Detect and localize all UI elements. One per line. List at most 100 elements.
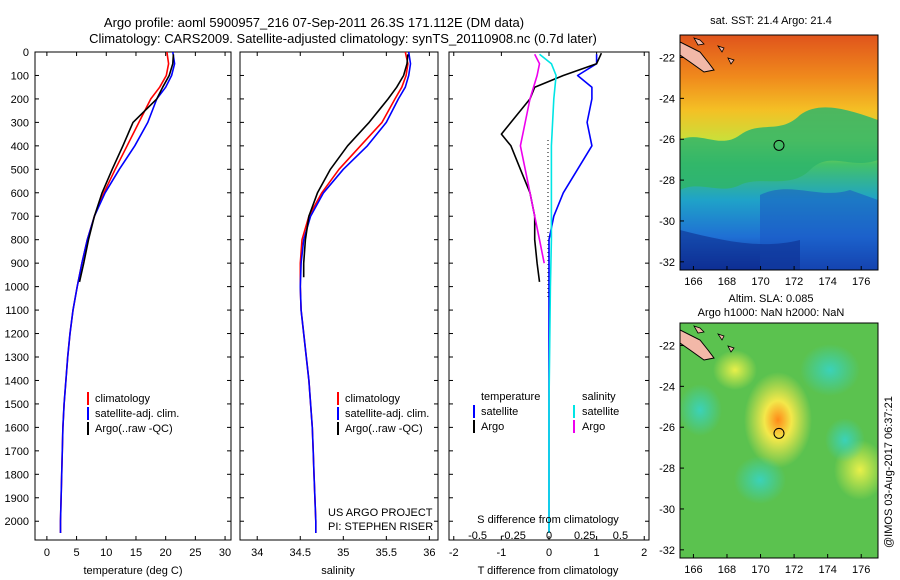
legend-label-temp-argo: Argo [481,421,504,433]
imos-credit: @IMOS 03-Aug-2017 06:37:21 [883,396,895,548]
xtick-label: 35 [337,547,349,559]
xtick-label: 10 [100,547,112,559]
map-xtick-label: 166 [684,276,702,288]
salinity-xlabel: salinity [321,565,355,577]
difference-xticks: -2 -1 0 1 2 [449,52,647,559]
sla-profile-marker [773,427,785,439]
sst-green-band [680,107,878,190]
sla-map-title2: Argo h1000: NaN h2000: NaN [698,307,845,319]
sla-cyan-4 [825,418,865,462]
ytick-label: 900 [11,258,29,270]
xtick-label: 0 [44,547,50,559]
sla-land [680,329,715,361]
sla-map-frame [679,322,879,559]
ytick-label: 1800 [5,469,29,481]
legend-label-temp-satellite: satellite [481,406,518,418]
ytick-label: 1700 [5,446,29,458]
s-diff-tick-label: 0.5 [613,530,628,542]
xtick-label: 1 [594,547,600,559]
map-ytick-label: -30 [659,216,675,228]
ytick-label: 400 [11,141,29,153]
sst-map-panel: sat. SST: 21.4 Argo: 21.4 166 168 170 172 17… [659,15,879,288]
map-xtick-label: 172 [785,564,803,576]
legend-head-temperature: temperature [481,391,540,403]
sst-map-field [680,35,878,270]
ytick-label: 1500 [5,399,29,411]
sla-map-field [680,323,878,558]
xtick-label: 35.5 [376,547,397,559]
salinity-xticks: 34 34.5 35 35.5 36 [251,52,436,559]
s-difference-ticklabels: -0.5 -0.25 0 0.25 0.5 [468,530,628,542]
temperature-lines [59,52,176,533]
temperature-xlabel: temperature (deg C) [83,565,182,577]
xtick-label: 34.5 [290,547,311,559]
difference-lines [500,52,603,533]
map-ytick-label: -32 [659,545,675,557]
legend-label-climatology: climatology [95,393,151,405]
xtick-label: 34 [251,547,263,559]
sla-yellow-1 [713,350,757,390]
series-line-salinity-satellite [539,53,557,533]
s-diff-tick-label: -0.25 [501,530,526,542]
map-ytick-label: -30 [659,504,675,516]
map-xtick-label: 168 [718,564,736,576]
ytick-label: 700 [11,211,29,223]
sst-deep-blue [680,230,800,270]
legend-label-sal-argo: Argo [582,421,605,433]
xtick-label: -2 [449,547,459,559]
xtick-label: 36 [423,547,435,559]
sla-cyan-1 [680,384,722,436]
salinity-legend: climatology satellite-adj. clim. Argo(..… [337,392,429,435]
temperature-yticks: 0 100 200 300 400 500 600 700 800 900 1000 1100 1200… [5,47,231,528]
map-xtick-label: 174 [818,564,836,576]
map-xtick-label: 166 [684,564,702,576]
xtick-label: 5 [74,547,80,559]
ytick-label: 0 [23,47,29,59]
legend-label-sal-satellite: satellite [582,406,619,418]
series-line-argo-raw-qc- [302,54,409,278]
ytick-label: 2000 [5,516,29,528]
temperature-panel: 0100200300400500600700800900100011001200… [5,47,232,577]
ytick-label: 1300 [5,352,29,364]
ytick-label: 1000 [5,282,29,294]
salinity-panel: 34 34.5 35 35.5 36 salinity climatology sate… [239,51,439,577]
sla-cyan-2 [734,456,786,504]
map-ytick-label: -32 [659,257,675,269]
legend-label-climatology: climatology [345,393,401,405]
sst-map-frame [679,34,879,271]
difference-yticks [449,51,649,522]
sla-map-panel: Altim. SLA: 0.085 Argo h1000: NaN h2000:… [659,293,879,576]
s-diff-tick-label: 0 [546,530,552,542]
ytick-label: 100 [11,70,29,82]
ytick-label: 1100 [5,305,29,317]
map-ytick-label: -26 [659,134,675,146]
sst-islands [693,37,735,65]
series-line-satellite-adj-clim- [299,52,412,533]
series-line-temperature-argo [500,52,603,283]
sla-cyan-3 [800,344,860,396]
difference-legend: temperature salinity satellite Argo sate… [473,391,619,433]
map-xtick-label: 170 [751,564,769,576]
map-ytick-label: -24 [659,381,675,393]
ytick-label: 200 [11,94,29,106]
map-ytick-label: -28 [659,463,675,475]
map-ytick-label: -22 [659,52,675,64]
figure-title-line2: Climatology: CARS2009. Satellite-adjuste… [89,31,597,46]
project-line2: PI: STEPHEN RISER [328,521,433,533]
xtick-label: 20 [160,547,172,559]
ytick-label: 800 [11,235,29,247]
sla-map-title1: Altim. SLA: 0.085 [729,293,814,305]
sst-land [680,41,715,73]
t-difference-xlabel: T difference from climatology [478,565,619,577]
figure-title-line1: Argo profile: aoml 5900957_216 07-Sep-20… [104,15,524,30]
map-xtick-label: 168 [718,276,736,288]
xtick-label: 30 [219,547,231,559]
ytick-label: 1900 [5,493,29,505]
legend-head-salinity: salinity [582,391,616,403]
sst-map-title: sat. SST: 21.4 Argo: 21.4 [710,15,832,27]
legend-label-argo: Argo(..raw -QC) [95,423,173,435]
temperature-axes-box [34,51,232,541]
map-xtick-label: 176 [852,276,870,288]
salinity-axes-box [239,51,439,541]
